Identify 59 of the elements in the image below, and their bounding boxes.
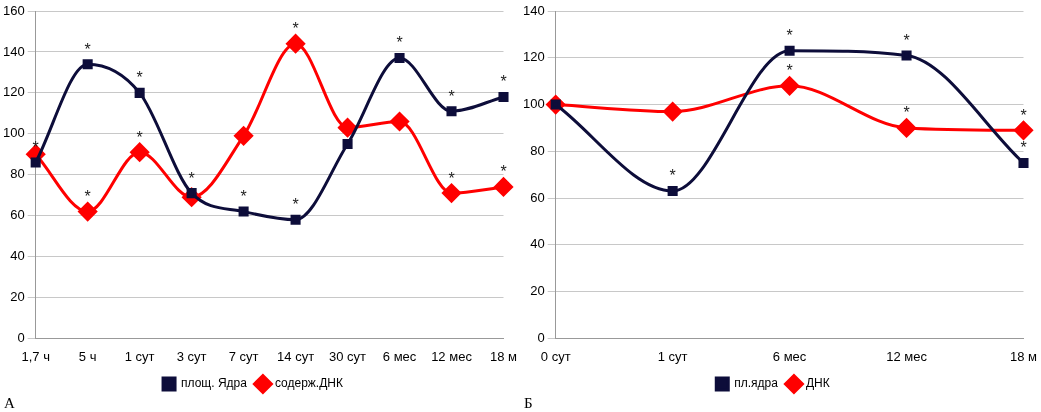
x-tick-label: 6 мес [382,348,417,364]
y-tick-label: 60 [530,189,545,205]
annotation: * [500,163,507,181]
y-tick-label: 160 [2,2,25,18]
x-tick-label: 3 сут [176,348,207,364]
y-tick-label: 60 [10,207,25,223]
text: Б [524,395,533,412]
legend-label: ДНК [805,376,830,391]
y-tick-label: 120 [522,49,545,65]
y-tick-label: 20 [10,289,25,305]
y-tick-label: 80 [530,142,545,158]
x-tick-label: 12 мес [431,348,473,364]
annotation: * [292,196,299,214]
annotation: * [1020,106,1027,124]
legend-label: пл.ядра [734,376,779,391]
annotation: * [396,34,403,52]
annotation: * [240,187,247,205]
x-tick-label: 1 сут [124,348,155,364]
annotation: * [903,31,910,49]
annotation: * [500,73,507,91]
annotation: * [136,69,143,87]
y-tick-label: 40 [10,248,25,264]
annotation: * [32,138,39,156]
annotation: * [188,169,195,187]
x-tick-label: 12 мес [886,348,928,364]
x-tick-label: 30 сут [329,348,367,364]
x-tick-label: 6 мес [772,348,807,364]
annotation: * [786,62,793,80]
x-tick-label: 5 ч [78,348,97,364]
annotation: * [84,187,91,205]
annotation: * [786,27,793,45]
legend-label: площ. Ядра [181,376,248,391]
x-tick-label: 7 сут [228,348,259,364]
annotation: * [903,104,910,122]
y-tick-label: 100 [522,96,545,112]
y-tick-label: 80 [10,166,25,182]
y-tick-label: 140 [522,2,545,18]
annotation: * [136,128,143,146]
x-tick-label: 18 м [489,348,518,364]
x-tick-label: 1 сут [657,348,688,364]
annotation: * [84,40,91,58]
annotation: * [292,20,299,38]
y-tick-label: 40 [530,236,545,252]
legend-label: содерж.ДНК [274,376,343,391]
x-tick-label: 18 м [1009,348,1038,364]
y-tick-label: 100 [2,125,25,141]
annotation: * [448,169,455,187]
x-tick-label: 1,7 ч [21,348,50,364]
y-tick-label: 0 [17,329,25,345]
annotation: * [448,87,455,105]
y-tick-label: 0 [537,329,545,345]
x-tick-label: 0 сут [540,348,571,364]
y-tick-label: 140 [2,43,25,59]
text: А [4,395,15,412]
y-tick-label: 120 [2,84,25,100]
annotation: * [669,167,676,185]
annotation: * [1020,139,1027,157]
y-tick-label: 20 [530,283,545,299]
x-tick-label: 14 сут [277,348,315,364]
